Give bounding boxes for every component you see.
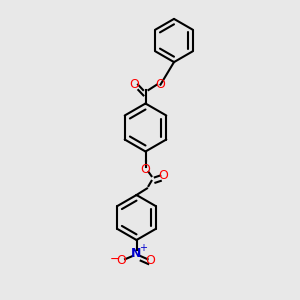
Text: N: N	[131, 247, 142, 260]
Text: O: O	[130, 78, 139, 91]
Text: −: −	[110, 253, 120, 266]
Text: O: O	[156, 78, 165, 91]
Text: O: O	[146, 254, 155, 268]
Text: O: O	[159, 169, 168, 182]
Text: O: O	[141, 163, 150, 176]
Text: O: O	[117, 254, 126, 268]
Text: +: +	[139, 243, 147, 253]
